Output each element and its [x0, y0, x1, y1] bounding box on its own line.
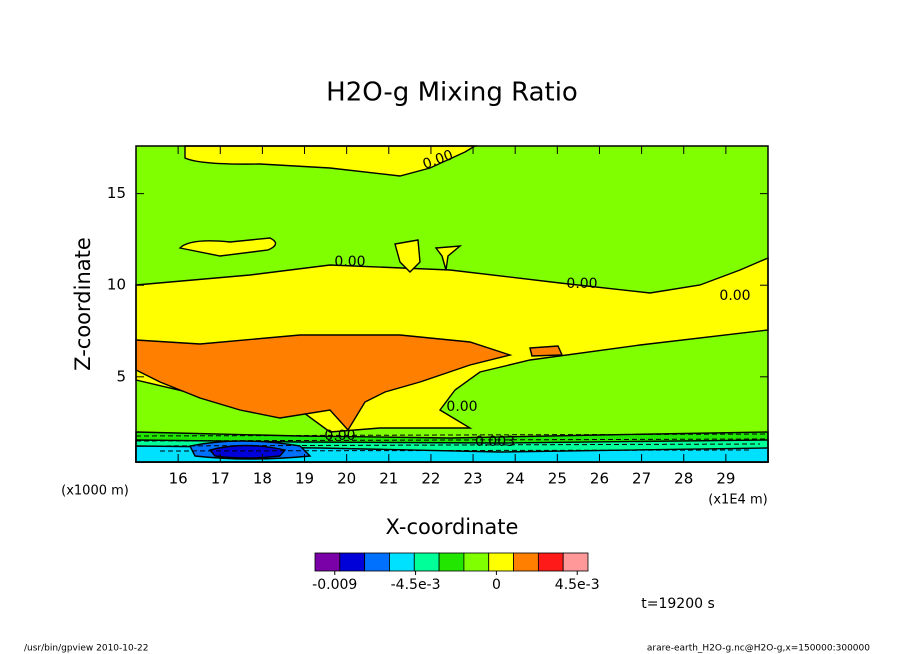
colorbar-swatch	[314, 552, 341, 572]
colorbar-swatch	[339, 552, 366, 572]
x-tick-label: 25	[548, 470, 567, 488]
footer-right: arare-earth_H2O-g.nc@H2O-g,x=150000:3000…	[647, 644, 870, 654]
contour-region	[434, 245, 463, 271]
dashed-contour	[135, 438, 769, 442]
colorbar-swatch	[413, 552, 440, 572]
colorbar-swatch	[562, 552, 589, 572]
contour-region	[208, 444, 287, 459]
contour-label: 0.00	[324, 428, 355, 444]
colorbar-swatch	[389, 552, 415, 572]
plot-frame	[135, 145, 769, 463]
colorbar-swatch	[438, 552, 465, 572]
colorbar-tick-label: -0.009	[312, 577, 357, 593]
y-tick-label: 10	[107, 276, 126, 294]
x-tick-label: 16	[169, 470, 188, 488]
footer-left: /usr/bin/gpview 2010-10-22	[24, 644, 148, 654]
x-tick-label: 28	[674, 470, 693, 488]
y-tick-label: 15	[107, 184, 126, 202]
time-label: t=19200 s	[641, 596, 715, 612]
dashed-contour	[159, 449, 751, 452]
colorbar-tick-label: -4.5e-3	[391, 577, 441, 593]
contour-label: 0.003	[475, 434, 515, 450]
y-axis-label: Z-coordinate	[71, 237, 95, 371]
contour-region	[135, 334, 513, 432]
x-tick-label: 19	[295, 470, 314, 488]
x-tick-label: 21	[379, 470, 398, 488]
contour-label: 0.00	[334, 254, 365, 270]
contour-region	[178, 237, 277, 257]
x-tick-label: 24	[506, 470, 525, 488]
y-unit: (x1000 m)	[61, 484, 129, 499]
colorbar-swatch	[488, 552, 514, 572]
colorbar-swatch	[463, 552, 490, 572]
contour-region	[394, 239, 421, 273]
colorbar-tick-label: 4.5e-3	[555, 577, 600, 593]
contour-label: 0.00	[566, 276, 597, 292]
x-tick-label: 22	[421, 470, 440, 488]
contour-region	[184, 145, 478, 177]
contour-label: 0.00	[719, 288, 750, 304]
x-tick-label: 26	[590, 470, 609, 488]
x-axis-label: X-coordinate	[386, 515, 519, 539]
colorbar-swatch	[364, 552, 390, 572]
colorbar-tick-label: 0	[492, 577, 501, 593]
dashed-contour	[135, 433, 769, 437]
y-tick-label: 5	[116, 367, 126, 385]
x-tick-label: 20	[337, 470, 356, 488]
contour-region	[529, 345, 564, 357]
x-tick-label: 17	[211, 470, 230, 488]
x-tick-label: 29	[716, 470, 735, 488]
dashed-contour	[149, 443, 761, 447]
chart-title: H2O-g Mixing Ratio	[326, 78, 578, 108]
colorbar-swatch	[537, 552, 564, 572]
x-tick-label: 27	[632, 470, 651, 488]
colorbar-swatch	[513, 552, 539, 572]
x-tick-label: 23	[464, 470, 483, 488]
x-unit: (x1E4 m)	[708, 493, 767, 508]
x-tick-label: 18	[253, 470, 272, 488]
contour-label: 0.00	[446, 399, 477, 415]
